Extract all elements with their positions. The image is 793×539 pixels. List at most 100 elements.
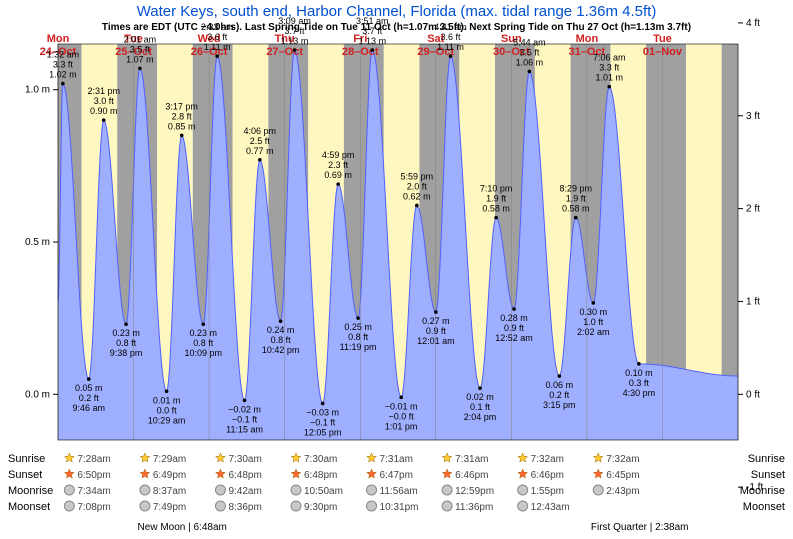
sunset-icon [140, 469, 150, 478]
tide-label: 5:44 am [513, 37, 546, 47]
moonset-time: 7:49pm [153, 502, 186, 513]
row-label-right: Moonset [743, 501, 785, 513]
tide-label: 0.8 ft [193, 338, 214, 348]
sunrise-icon [291, 453, 301, 462]
moonrise-time: 9:42am [228, 486, 261, 497]
tide-label: 11:15 am [226, 424, 263, 434]
tide-point [138, 67, 142, 71]
tide-label: 1.13 m [359, 36, 387, 46]
sunrise-icon [593, 453, 603, 462]
tide-point [201, 322, 205, 326]
tide-label: 0.85 m [168, 121, 196, 131]
moonset-time: 7:08pm [77, 502, 110, 513]
tide-label: 0.8 ft [116, 338, 137, 348]
tide-label: 0.9 ft [504, 323, 525, 333]
y-tick-label-right: 0 ft [746, 389, 760, 400]
moonrise-time: 2:43pm [606, 486, 639, 497]
sunset-icon [367, 469, 377, 478]
tide-point [61, 82, 65, 86]
tide-label: 3.3 ft [599, 63, 620, 73]
sunrise-time: 7:32am [606, 454, 639, 465]
tide-label: 12:52 am [495, 333, 533, 343]
tide-label: 3.5 ft [519, 47, 540, 57]
tide-label: 0.8 ft [348, 332, 369, 342]
moonset-time: 10:31pm [380, 502, 419, 513]
tide-point [279, 319, 283, 323]
tide-point [215, 54, 219, 58]
tide-label: 1.11 m [437, 42, 464, 52]
sunset-icon [518, 469, 528, 478]
moonrise-time: 11:56am [380, 486, 418, 497]
moon-phase-label: First Quarter | 2:38am [591, 522, 689, 533]
tide-point [592, 301, 596, 305]
moon-phase-label: New Moon | 6:48am [138, 522, 227, 533]
tide-point [124, 322, 128, 326]
tide-point [87, 377, 91, 381]
tide-label: 0.06 m [546, 380, 574, 390]
sunrise-time: 7:30am [228, 454, 261, 465]
day-label: Mon [576, 33, 599, 45]
tide-point [415, 204, 419, 208]
tide-label: 3:51 am [356, 16, 389, 26]
tide-label: 4:30 pm [623, 388, 656, 398]
tide-chart: Water Keys, south end, Harbor Channel, F… [0, 0, 793, 539]
tide-label: 0.01 m [153, 395, 181, 405]
tide-label: 3.5 ft [130, 44, 151, 54]
sunrise-time: 7:31am [380, 454, 413, 465]
moonrise-time: 1:55pm [531, 486, 564, 497]
day-date: 27–Oct [266, 46, 303, 58]
tide-label: 4:06 pm [244, 126, 277, 136]
tide-label: 0.3 ft [629, 378, 650, 388]
tide-label: −0.03 m [306, 407, 339, 417]
tide-label: 1.11 m [204, 42, 231, 52]
sunset-icon [291, 469, 301, 478]
tide-label: 1:01 pm [385, 421, 418, 431]
tide-point [321, 402, 325, 406]
tide-label: 0.1 ft [470, 402, 491, 412]
sunrise-icon [65, 453, 75, 462]
tide-point [356, 316, 360, 320]
sunrise-time: 7:32am [531, 454, 564, 465]
tide-label: 2.5 ft [250, 136, 271, 146]
tide-label: 12:01 am [417, 336, 455, 346]
day-date: 01–Nov [643, 46, 683, 58]
chart-title[interactable]: Water Keys, south end, Harbor Channel, F… [137, 3, 657, 20]
moonrise-time: 12:59pm [455, 486, 494, 497]
tide-label: −0.0 ft [389, 411, 415, 421]
sunrise-icon [216, 453, 226, 462]
tide-label: 0.28 m [500, 313, 528, 323]
y-tick-label-right: 4 ft [746, 18, 760, 29]
tide-label: 12:05 pm [304, 427, 342, 437]
tide-label: −0.01 m [385, 401, 418, 411]
moonset-icon [442, 501, 452, 511]
tide-label: 2:01 am [124, 34, 157, 44]
tide-label: 0.90 m [90, 106, 118, 116]
sunset-icon [442, 469, 452, 478]
tide-point [478, 386, 482, 390]
tide-label: 2.8 ft [172, 111, 193, 121]
tide-point [371, 48, 375, 52]
tide-label: 11:19 pm [340, 342, 377, 352]
tide-point [258, 158, 262, 162]
tide-label: 3.3 ft [53, 60, 74, 70]
moonset-icon [518, 501, 528, 511]
y-tick-label-right: 3 ft [746, 111, 760, 122]
tide-point [512, 307, 516, 311]
moonset-time: 12:43am [531, 502, 570, 513]
moonrise-icon [518, 485, 528, 495]
moonrise-time: 8:37am [153, 486, 186, 497]
tide-label: 0.0 ft [157, 405, 178, 415]
tide-label: 3.0 ft [94, 96, 115, 106]
moonrise-time: 10:50am [304, 486, 343, 497]
tide-label: 0.10 m [625, 368, 653, 378]
sunset-icon [593, 469, 603, 478]
tide-label: 2:02 am [577, 327, 610, 337]
row-label-left: Sunrise [8, 453, 45, 465]
tide-label: 0.8 ft [271, 335, 292, 345]
day-date: 28–Oct [342, 46, 379, 58]
tide-label: 3:15 pm [543, 400, 576, 410]
sunset-time: 6:49pm [153, 470, 186, 481]
tide-label: 0.2 ft [79, 393, 100, 403]
tide-label: 7:06 am [593, 53, 626, 63]
tide-label: 3.6 ft [441, 32, 462, 42]
